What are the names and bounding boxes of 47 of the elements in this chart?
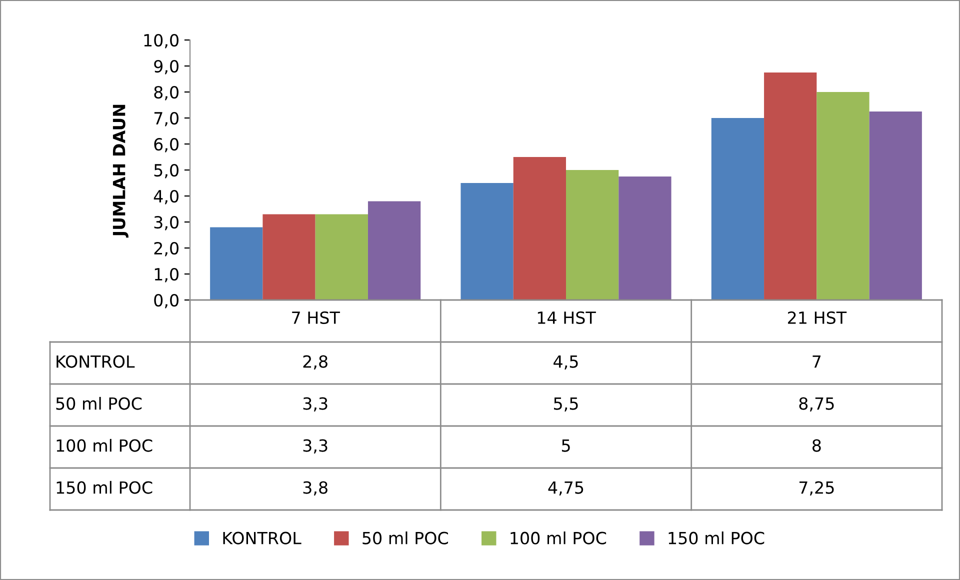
bar [618, 176, 672, 300]
legend-label: 100 ml POC [510, 531, 606, 544]
y-tick-label: 9,0 [154, 60, 178, 74]
text: KONTROL [56, 355, 135, 368]
y-tick-label: 4,0 [154, 190, 178, 204]
bar [262, 214, 316, 300]
y-tick-label: 2,0 [154, 242, 178, 256]
data-label: 7 [812, 355, 821, 368]
bar [315, 214, 368, 300]
text: 150 ml POC [56, 480, 152, 494]
y-tick-label: 8,0 [154, 86, 178, 100]
data-label: 4,5 [554, 355, 578, 370]
y-tick-label: 6,0 [154, 138, 178, 152]
data-label: 8,75 [799, 397, 834, 412]
bar [513, 157, 566, 300]
bar [711, 118, 764, 300]
data-label: 3,8 [303, 481, 328, 496]
y-tick-label: 7,0 [154, 112, 178, 126]
data-label: 5 [562, 439, 570, 452]
y-tick-label: 1,0 [154, 268, 178, 282]
bar [764, 72, 817, 300]
bar [566, 170, 619, 300]
data-label: 4,75 [548, 481, 584, 496]
y-tick-label: 3,0 [154, 216, 178, 230]
bar [210, 227, 263, 300]
y-tick-label: 5,0 [154, 164, 178, 178]
bar [460, 183, 514, 300]
x-tick-label: 14 HST [538, 311, 596, 324]
y-tick-label: 0,0 [154, 294, 178, 308]
y-tick-label: 10,0 [144, 34, 178, 48]
data-label: 8 [812, 439, 821, 452]
data-label: 5,5 [554, 397, 578, 412]
data-label: 3,3 [303, 397, 328, 412]
bar [869, 112, 922, 300]
x-tick-label: 7 HST [292, 311, 340, 324]
legend-label: 50 ml POC [362, 531, 448, 544]
text: 50 ml POC [56, 396, 142, 410]
text: 100 ml POC [56, 438, 152, 452]
data-label: 3,3 [303, 439, 328, 454]
bar [816, 92, 870, 300]
data-label: 7,25 [799, 481, 834, 496]
x-tick-label: 21 HST [788, 311, 847, 324]
bar [368, 201, 421, 300]
legend-label: 150 ml POC [668, 531, 764, 544]
legend-label: KONTROL [223, 532, 302, 544]
y-axis-title: JUMLAH DAUN [112, 104, 128, 238]
data-label: 2,8 [303, 355, 328, 370]
